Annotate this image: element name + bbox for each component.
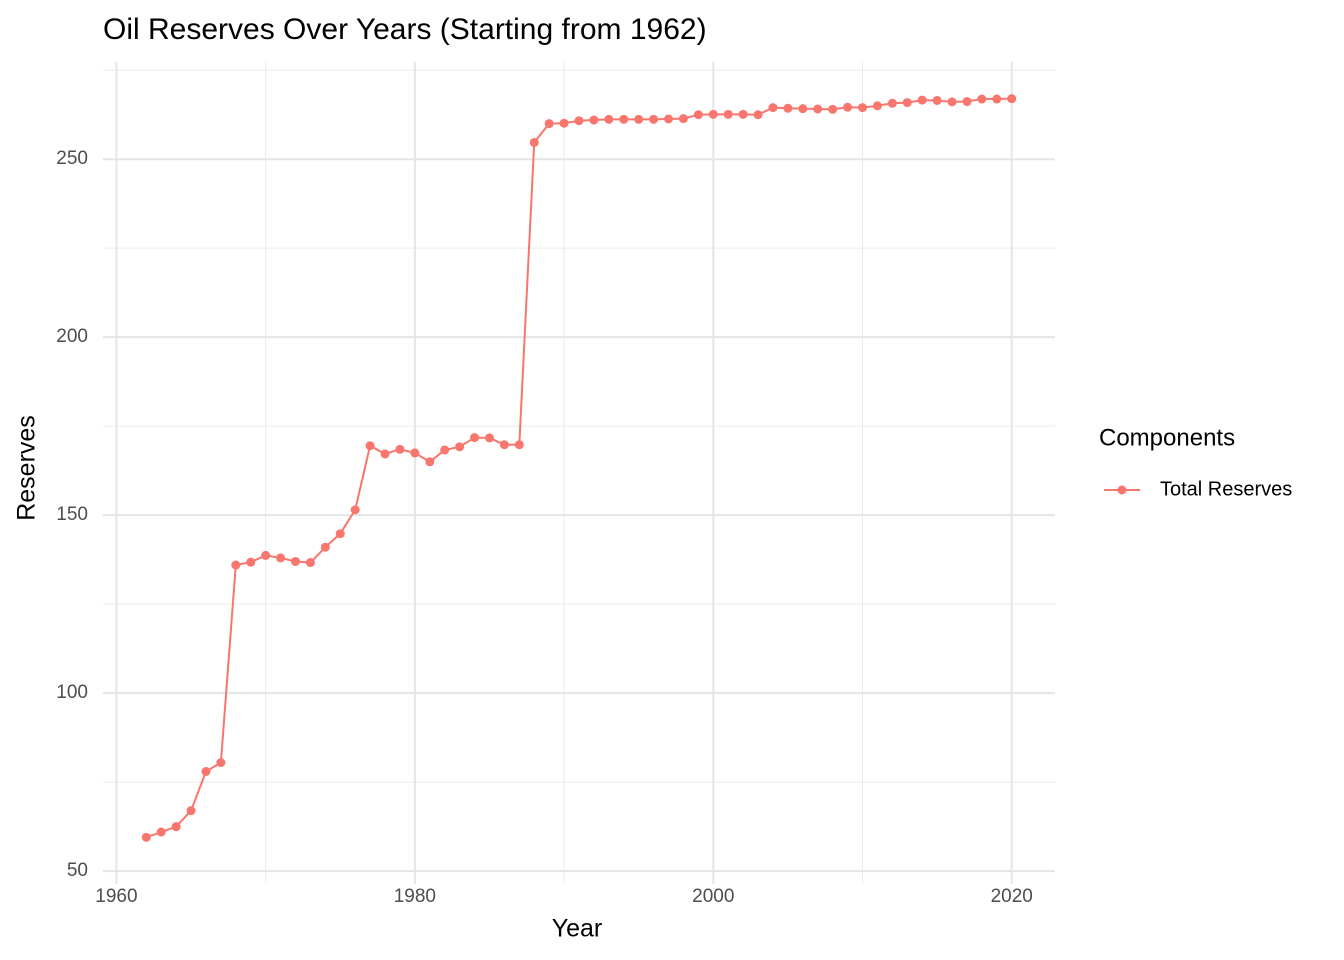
data-point	[843, 102, 853, 112]
data-point	[186, 806, 196, 816]
data-point	[947, 97, 957, 107]
data-point	[992, 94, 1002, 104]
data-point	[813, 104, 823, 114]
data-point	[305, 558, 315, 568]
data-point	[783, 103, 793, 113]
data-point	[455, 442, 465, 452]
data-point	[335, 529, 345, 539]
legend-key-point	[1117, 485, 1127, 495]
data-point	[858, 103, 868, 113]
data-point	[470, 433, 480, 443]
data-point	[261, 550, 271, 560]
y-tick-label: 100	[56, 682, 88, 703]
data-point	[828, 104, 838, 114]
data-point	[574, 116, 584, 126]
data-point	[201, 767, 211, 777]
data-point	[544, 119, 554, 129]
chart-title: Oil Reserves Over Years (Starting from 1…	[103, 13, 707, 46]
data-point	[902, 98, 912, 108]
data-point	[723, 109, 733, 119]
data-point	[917, 95, 927, 105]
data-point	[499, 440, 509, 450]
x-tick-label: 2020	[991, 886, 1033, 907]
legend-title: Components	[1099, 424, 1235, 451]
data-point	[798, 104, 808, 114]
data-point	[962, 97, 972, 107]
data-point	[664, 114, 674, 124]
data-point	[708, 109, 718, 119]
data-point	[425, 457, 435, 467]
data-point	[216, 758, 226, 768]
data-point	[932, 95, 942, 105]
y-tick-label: 250	[56, 148, 88, 169]
data-line	[145, 97, 1012, 839]
data-point	[380, 449, 390, 459]
data-point	[753, 110, 763, 120]
data-point	[290, 556, 300, 566]
data-point	[768, 103, 778, 113]
data-point	[395, 444, 405, 454]
data-point	[156, 827, 166, 837]
data-point	[484, 433, 494, 443]
data-point	[678, 114, 688, 124]
data-point	[1007, 94, 1017, 104]
x-tick-label: 1960	[95, 886, 137, 907]
x-axis-title: Year	[552, 915, 603, 943]
data-point	[514, 440, 524, 450]
data-point	[365, 441, 375, 451]
data-point	[410, 448, 420, 458]
x-tick-label: 1980	[394, 886, 436, 907]
data-point	[887, 98, 897, 108]
data-point	[977, 94, 987, 104]
y-tick-label: 50	[67, 860, 88, 881]
data-point	[171, 822, 181, 832]
data-point	[276, 553, 286, 563]
data-point	[559, 118, 569, 128]
data-point	[649, 114, 659, 124]
y-tick-label: 200	[56, 326, 88, 347]
data-point	[619, 114, 629, 124]
data-point	[320, 542, 330, 552]
data-point	[693, 110, 703, 120]
y-axis-title: Reserves	[13, 415, 41, 521]
data-point	[350, 505, 360, 515]
legend-label: Total Reserves	[1160, 478, 1292, 500]
data-point	[738, 109, 748, 119]
x-tick-label: 2000	[692, 886, 734, 907]
data-point	[231, 560, 241, 570]
data-point	[634, 114, 644, 124]
data-point	[529, 137, 539, 147]
data-point	[440, 445, 450, 455]
data-point	[604, 114, 614, 124]
data-point	[872, 101, 882, 111]
y-tick-label: 150	[56, 504, 88, 525]
data-point	[141, 832, 151, 842]
data-point	[246, 557, 256, 567]
data-point	[589, 115, 599, 125]
